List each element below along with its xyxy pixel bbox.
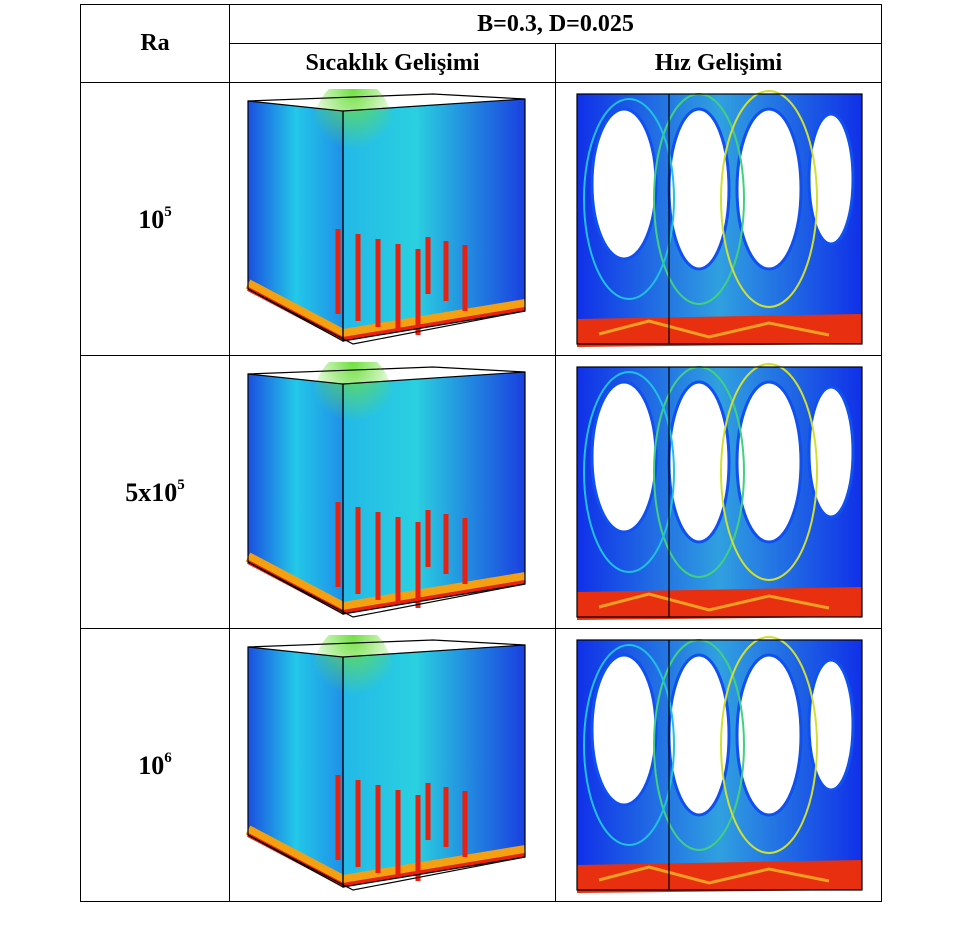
temperature-cell [230, 629, 556, 902]
temperature-cell [230, 356, 556, 629]
velocity-image [569, 635, 869, 895]
temperature-image [243, 89, 543, 349]
velocity-image [569, 362, 869, 622]
ra-exp: 5 [164, 204, 172, 220]
ra-exp: 6 [164, 750, 172, 766]
ra-exp: 5 [177, 477, 185, 493]
velocity-header: Hız Gelişimi [556, 44, 882, 83]
velocity-image [569, 89, 869, 349]
ra-cell: 106 [81, 629, 230, 902]
temperature-image [243, 362, 543, 622]
ra-base: 5x10 [125, 478, 177, 507]
temperature-cell [230, 83, 556, 356]
group-header: B=0.3, D=0.025 [230, 5, 882, 44]
ra-base: 10 [138, 751, 164, 780]
velocity-cell [556, 629, 882, 902]
ra-cell: 105 [81, 83, 230, 356]
velocity-cell [556, 83, 882, 356]
page: {"header": {"ra": "Ra", "group": "B=0.3,… [0, 0, 963, 947]
ra-header: Ra [81, 5, 230, 83]
ra-cell: 5x105 [81, 356, 230, 629]
temperature-header: Sıcaklık Gelişimi [230, 44, 556, 83]
ra-base: 10 [138, 205, 164, 234]
temperature-image [243, 635, 543, 895]
velocity-cell [556, 356, 882, 629]
results-table: Ra B=0.3, D=0.025 Sıcaklık Gelişimi Hız … [80, 4, 882, 902]
